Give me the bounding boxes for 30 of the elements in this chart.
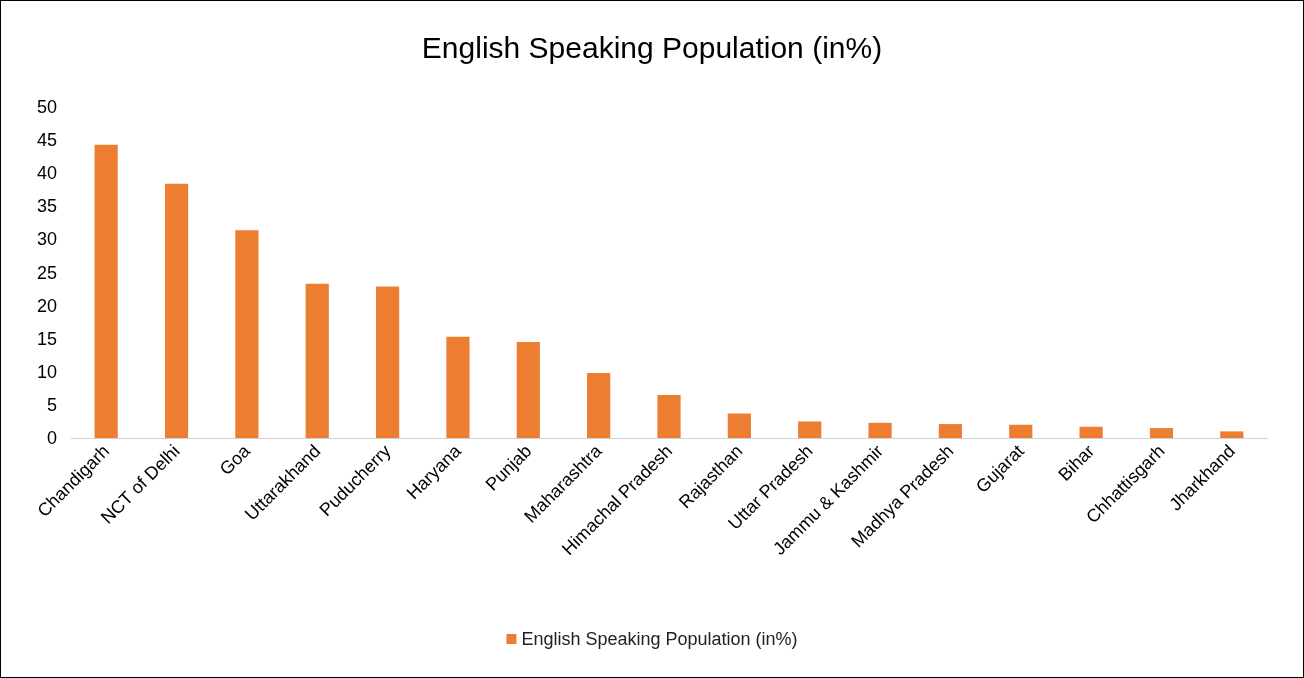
bar: [235, 230, 259, 438]
bar: [305, 283, 329, 438]
y-tick-label: 45: [36, 130, 57, 151]
y-tick-label: 50: [36, 97, 57, 117]
y-tick-label: 20: [36, 295, 57, 316]
y-tick-label: 35: [36, 196, 57, 217]
y-tick-label: 0: [46, 428, 57, 448]
bar: [868, 422, 892, 438]
bar: [164, 183, 189, 438]
bar: [1149, 428, 1174, 438]
y-tick-label: 5: [46, 394, 57, 415]
bar: [1009, 424, 1033, 438]
y-tick-label: 40: [36, 163, 57, 184]
y-tick-label: 10: [36, 361, 57, 382]
bar: [516, 342, 540, 438]
bar: [798, 421, 822, 438]
legend-label: English Speaking Population (in%): [521, 629, 798, 649]
y-tick-label: 30: [36, 229, 57, 250]
bar: [375, 286, 400, 438]
bar: [446, 336, 470, 438]
bar: [727, 413, 751, 438]
bar: [94, 144, 118, 438]
bar: [657, 394, 681, 438]
bar: [938, 424, 963, 438]
y-tick-label: 15: [36, 328, 57, 349]
bar: [587, 373, 611, 438]
chart-title: English Speaking Population (in%): [421, 30, 883, 64]
bar: [1079, 426, 1103, 438]
bar: [1220, 431, 1244, 438]
y-tick-label: 25: [36, 262, 57, 283]
